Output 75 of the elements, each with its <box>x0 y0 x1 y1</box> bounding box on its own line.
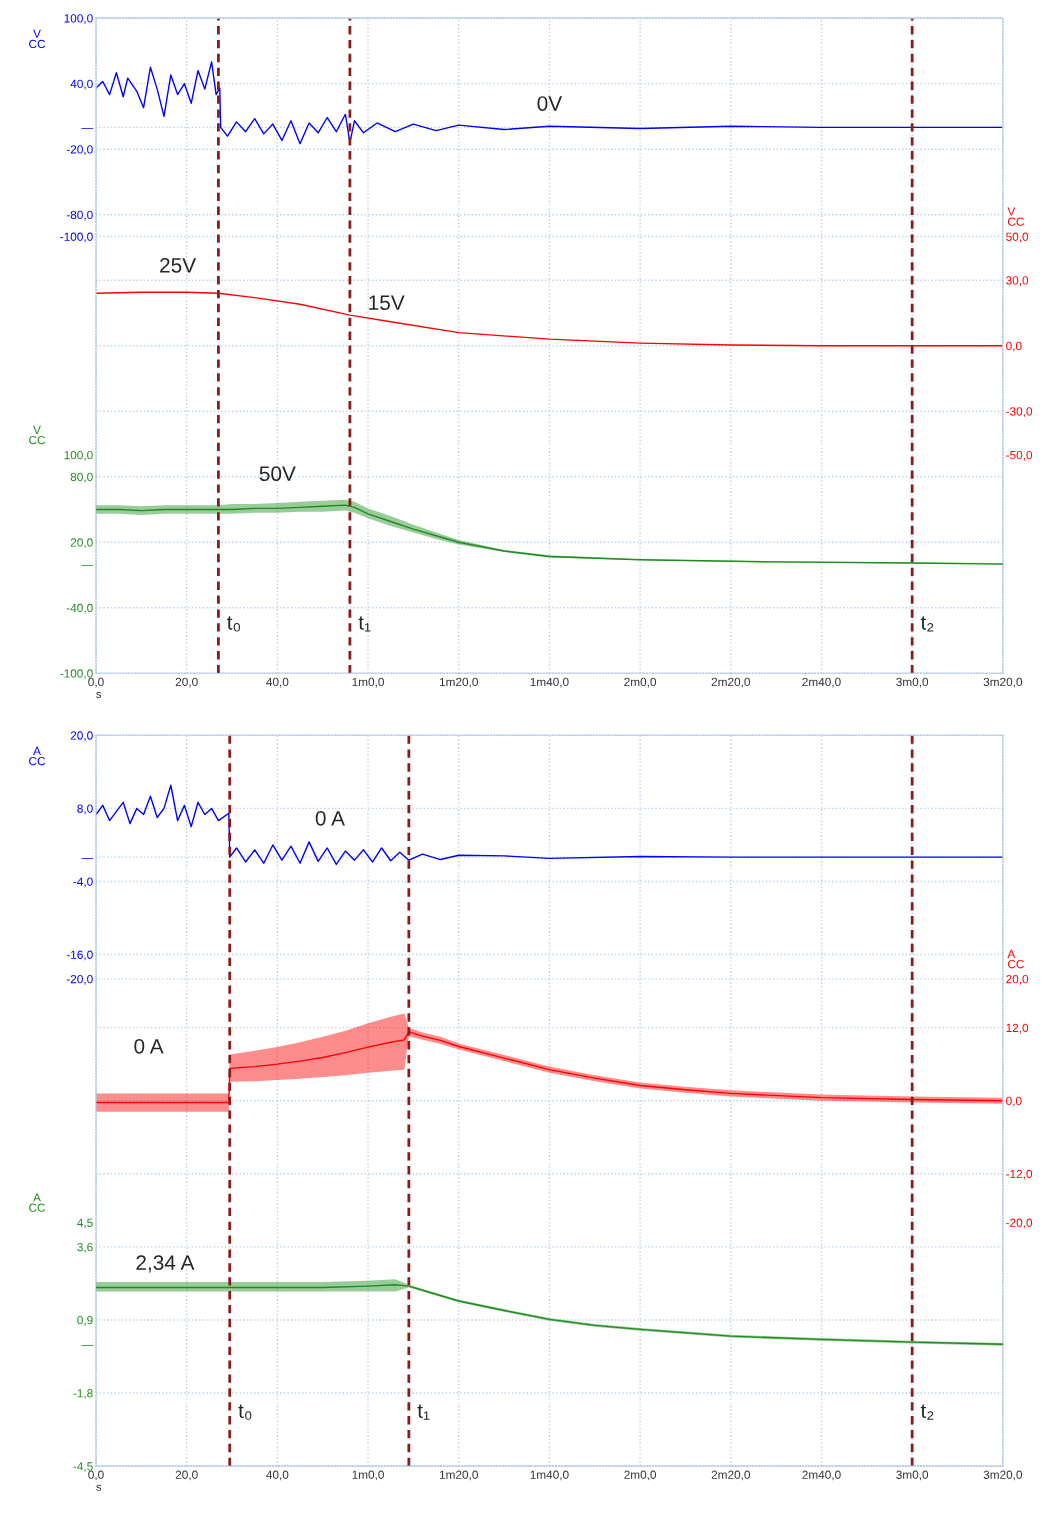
x-tick-label: 3m20,0 <box>983 1470 1023 1481</box>
y2-tick-label: 0,0 <box>1006 341 1022 352</box>
ref-line-label: t₂ <box>920 1404 934 1420</box>
y-axis-title: A CC <box>29 746 46 766</box>
y-tick-label: 40,0 <box>70 79 93 90</box>
y-tick-label: 8,0 <box>77 804 93 815</box>
y2-tick-label: 0,0 <box>1006 1096 1022 1107</box>
x-tick-label: 1m0,0 <box>352 677 384 688</box>
y2-tick-label: 20,0 <box>1006 974 1029 985</box>
x-tick-label: 0,0 <box>88 677 104 688</box>
y2-axis-title: V CC <box>1007 207 1024 226</box>
y-tick-label: -20,0 <box>66 974 93 985</box>
y-tick-label: -4,0 <box>73 877 93 888</box>
x-tick-label: 20,0 <box>175 1470 198 1481</box>
y2-tick-label: 12,0 <box>1006 1023 1029 1034</box>
y-tick-label: 20,0 <box>70 731 93 742</box>
y-tick-label: 100,0 <box>64 14 93 24</box>
y3-axis-title: V CC <box>29 425 46 445</box>
x-tick-label: 40,0 <box>266 677 289 688</box>
y3-tick-label: 80,0 <box>70 472 93 483</box>
x-tick-label: 40,0 <box>266 1470 289 1481</box>
x-tick-label: 1m20,0 <box>439 1470 478 1481</box>
y-tick-label: -16,0 <box>66 950 93 961</box>
y2-tick-label: -50,0 <box>1006 450 1033 461</box>
x-tick-label: 20,0 <box>175 677 198 688</box>
annotation: 25V <box>160 257 197 273</box>
annotation: 15V <box>369 295 405 311</box>
ref-line-label: t₀ <box>238 1404 252 1420</box>
y3-tick-label: 0,9 <box>77 1315 93 1326</box>
annotation: 0V <box>537 96 563 111</box>
x-tick-label: 3m0,0 <box>896 677 929 688</box>
y-tick-label: — <box>81 128 94 130</box>
y2-tick-label: -30,0 <box>1006 407 1033 418</box>
y-tick-label: -100,0 <box>60 232 93 243</box>
y2-axis-title: A CC <box>1007 949 1024 969</box>
y2-tick-label: -20,0 <box>1006 1218 1033 1229</box>
ref-line-label: t₁ <box>358 616 371 632</box>
x-tick-label: 3m0,0 <box>896 1470 929 1481</box>
ref-line-label: t₂ <box>920 616 934 632</box>
annotation: 2,34 A <box>136 1255 195 1273</box>
y2-tick-label: 30,0 <box>1006 276 1029 286</box>
y-tick-label: -80,0 <box>66 210 93 221</box>
y-axis-title: V CC <box>29 29 46 49</box>
ref-line-label: t₁ <box>417 1404 430 1420</box>
x-tick-label: 2m20,0 <box>711 677 751 688</box>
x-tick-label: 2m0,0 <box>624 677 657 688</box>
x-tick-label: 2m40,0 <box>802 677 841 688</box>
y2-tick-label: 50,0 <box>1006 232 1029 243</box>
ref-line-label: t₀ <box>227 616 241 632</box>
y3-tick-label: -1,8 <box>73 1389 93 1399</box>
x-tick-label: 2m40,0 <box>802 1470 841 1481</box>
line-series <box>95 784 1003 866</box>
x-axis-title: s <box>96 691 102 699</box>
x-tick-label: 1m40,0 <box>530 677 569 688</box>
x-tick-label: 3m20,0 <box>983 677 1023 688</box>
x-tick-label: 2m0,0 <box>624 1470 657 1481</box>
y2-tick-label: -12,0 <box>1006 1169 1033 1180</box>
y-tick-label: -20,0 <box>66 145 93 155</box>
line-series <box>95 61 1003 145</box>
x-tick-label: 1m0,0 <box>352 1470 384 1481</box>
line-series <box>95 1031 1003 1104</box>
x-tick-label: 1m20,0 <box>439 677 478 688</box>
y3-tick-label: -40,0 <box>66 603 93 614</box>
annotation: 0 A <box>315 810 345 826</box>
annotation: 0 A <box>134 1038 164 1054</box>
x-axis-title: s <box>96 1484 102 1491</box>
y3-tick-label: 4,5 <box>77 1218 93 1229</box>
line-series <box>95 291 1003 347</box>
x-tick-label: 1m40,0 <box>530 1470 569 1481</box>
x-tick-label: 0,0 <box>88 1470 104 1481</box>
annotation: 50V <box>259 466 296 482</box>
y3-tick-label: 3,6 <box>77 1242 93 1253</box>
x-tick-label: 2m20,0 <box>711 1470 751 1481</box>
y3-axis-title: A CC <box>29 1193 46 1212</box>
y3-tick-label: -4,5 <box>73 1462 93 1472</box>
